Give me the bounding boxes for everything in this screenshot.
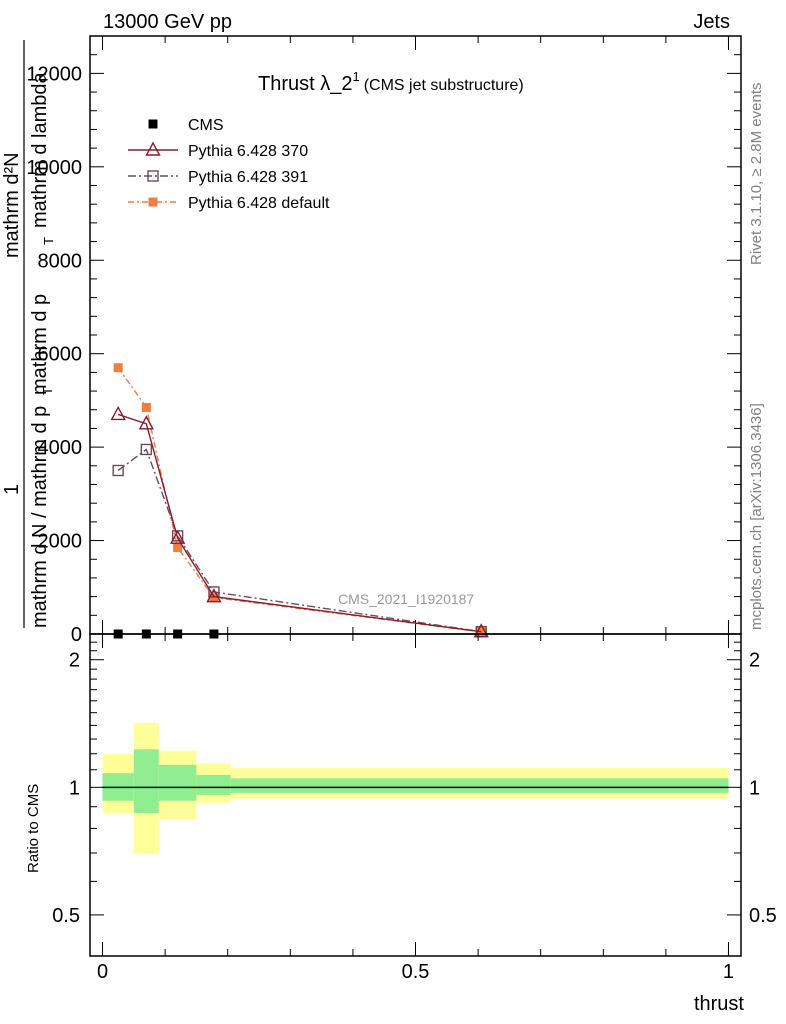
legend: CMS Pythia 6.428 370 Pythia 6.428 391 Pythi…	[128, 117, 330, 212]
ylabel-bottom-a: mathrm d N / mathrm d p	[29, 406, 51, 628]
main-ytick-label: 12000	[26, 63, 82, 85]
legend-label: Pythia 6.428 default	[188, 195, 330, 212]
data-marker-open-square	[147, 170, 159, 182]
ratio-ytick-label: 1	[69, 777, 80, 799]
main-ticks	[90, 35, 741, 635]
ratio-ytick-label-right: 1	[749, 777, 760, 799]
main-ytick-label: 10000	[26, 157, 82, 179]
data-marker-open-triangle	[145, 141, 161, 156]
data-marker-open-square	[112, 464, 124, 477]
ratio-ytick-label-right: 2	[749, 650, 760, 672]
ylabel-bottom-b: T	[40, 387, 55, 395]
legend-label: Pythia 6.428 370	[188, 143, 308, 160]
legend-label: Pythia 6.428 391	[188, 169, 308, 186]
main-title: Thrust λ_21 (CMS jet substructure)	[258, 69, 524, 95]
ylabel-top-c: mathrm d lambda	[29, 72, 51, 228]
rivet-label: Rivet 3.1.10, ≥ 2.8M events	[748, 83, 765, 266]
ratio-ytick-label-right: 0.5	[749, 905, 777, 927]
data-marker-filled-square	[113, 363, 123, 373]
header-right: Jets	[693, 11, 730, 33]
ratio-ytick-labels: 0.5 0.5 1 1 2 2	[52, 650, 777, 927]
series-line	[117, 413, 482, 633]
ratio-band-inner	[133, 749, 159, 813]
data-marker-filled-square	[148, 119, 158, 129]
series-line	[117, 448, 482, 633]
main-ytick-labels: 0 2000 4000 6000 8000 10000 12000	[26, 63, 82, 646]
legend-label: CMS	[188, 117, 224, 134]
ratio-xtick-label: 1	[723, 961, 734, 983]
ratio-xtick-label: 0	[97, 961, 108, 983]
ratio-xtick-label: 0.5	[402, 961, 430, 983]
ylabel-top-a: mathrm d²N	[1, 152, 23, 258]
main-ytick-label: 2000	[38, 531, 83, 553]
data-marker-filled-square	[148, 197, 158, 207]
analysis-watermark: CMS_2021_I1920187	[338, 591, 474, 607]
main-ytick-label: 8000	[38, 250, 83, 272]
main-title-sup: 1	[352, 69, 359, 84]
data-marker-open-square	[140, 443, 153, 456]
data-marker-open-triangle	[473, 623, 489, 638]
header-left: 13000 GeV pp	[103, 11, 232, 33]
ratio-ticks	[90, 634, 741, 956]
ratio-xlabel: thrust	[694, 993, 744, 1015]
data-marker-filled-square	[141, 402, 151, 412]
ylabel-sub-t: T	[41, 237, 56, 245]
ratio-bands	[102, 722, 729, 853]
ratio-ylabel: Ratio to CMS	[25, 784, 42, 873]
data-marker-open-triangle	[138, 415, 155, 430]
mcplots-label: mcplots.cern.ch [arXiv:1306.3436]	[748, 403, 765, 630]
ylabel-top-b: mathrm d p	[29, 294, 51, 395]
main-ylabel: 1 mathrm d²N mathrm d p T mathrm d lambd…	[1, 40, 56, 628]
data-marker-open-triangle	[169, 529, 186, 544]
data-marker-filled-square	[173, 543, 183, 553]
ratio-band-inner	[230, 778, 729, 793]
main-ytick-label: 0	[71, 624, 82, 646]
data-marker-open-triangle	[110, 405, 126, 421]
data-marker-open-triangle	[206, 588, 222, 603]
ratio-frame	[89, 633, 742, 957]
main-title-sub: (CMS jet substructure)	[364, 77, 524, 94]
main-ytick-label: 6000	[38, 344, 83, 366]
ratio-plot: 0.5 0.51 12 2 0 0.5 1 Ratio to CMS thrust	[25, 633, 777, 1015]
main-ytick-label: 4000	[38, 437, 83, 459]
ratio-xtick-labels: 0 0.5 1	[97, 961, 734, 983]
ratio-ytick-label: 0.5	[52, 905, 80, 927]
ylabel-numerator: 1	[1, 484, 23, 495]
ratio-ytick-label: 2	[69, 650, 80, 672]
ratio-band-inner	[158, 764, 197, 801]
ratio-band-inner	[196, 774, 231, 795]
main-title-text: Thrust λ_2	[258, 73, 352, 95]
data-marker-filled-square	[476, 627, 486, 637]
